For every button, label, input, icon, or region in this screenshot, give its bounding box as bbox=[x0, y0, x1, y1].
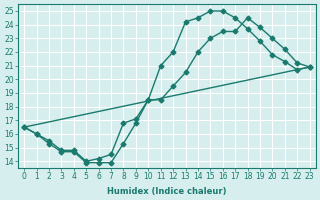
X-axis label: Humidex (Indice chaleur): Humidex (Indice chaleur) bbox=[107, 187, 227, 196]
